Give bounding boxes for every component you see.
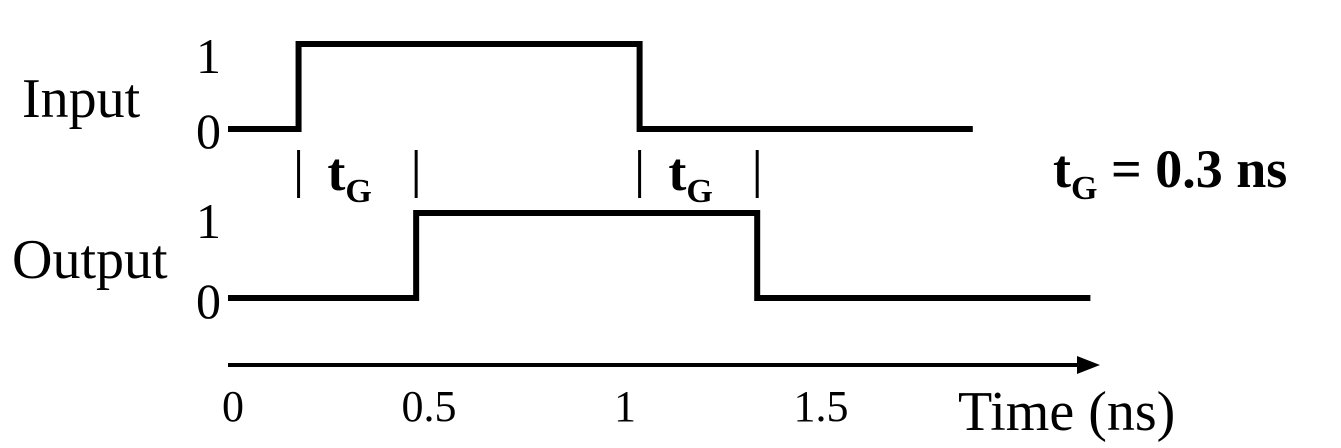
delay-label-1: tG: [327, 142, 371, 210]
delay-label-letter: t: [668, 142, 686, 202]
input-level-high: 1: [196, 28, 221, 84]
equation-rest: = 0.3 ns: [1097, 139, 1287, 199]
output-level-high: 1: [196, 193, 221, 249]
equation-subscript: G: [1071, 170, 1097, 207]
output-signal-label: Output: [12, 229, 168, 291]
input-level-low: 0: [196, 103, 221, 159]
input-waveform: [228, 41, 973, 132]
axis-tick-label: 0: [222, 382, 244, 431]
delay-label-2: tG: [668, 142, 712, 210]
output-level-low: 0: [196, 273, 221, 329]
output-waveform: [228, 210, 1091, 301]
time-axis-arrowhead: [1077, 356, 1100, 374]
delay-markers: tG tG: [297, 142, 759, 210]
axis-tick-label: 0.5: [402, 382, 457, 431]
axis-tick-label: 1: [614, 382, 636, 431]
input-signal-label: Input: [22, 68, 141, 130]
delay-equation: tG = 0.3 ns: [1053, 139, 1287, 207]
delay-label-subscript: G: [345, 173, 371, 210]
delay-label-letter: t: [327, 142, 345, 202]
delay-label-subscript: G: [686, 173, 712, 210]
equation-letter: t: [1053, 139, 1071, 199]
time-axis-title: Time (ns): [958, 381, 1175, 443]
axis-tick-label: 1.5: [794, 382, 849, 431]
axis-tick-labels: 0 0.5 1 1.5: [222, 382, 849, 431]
